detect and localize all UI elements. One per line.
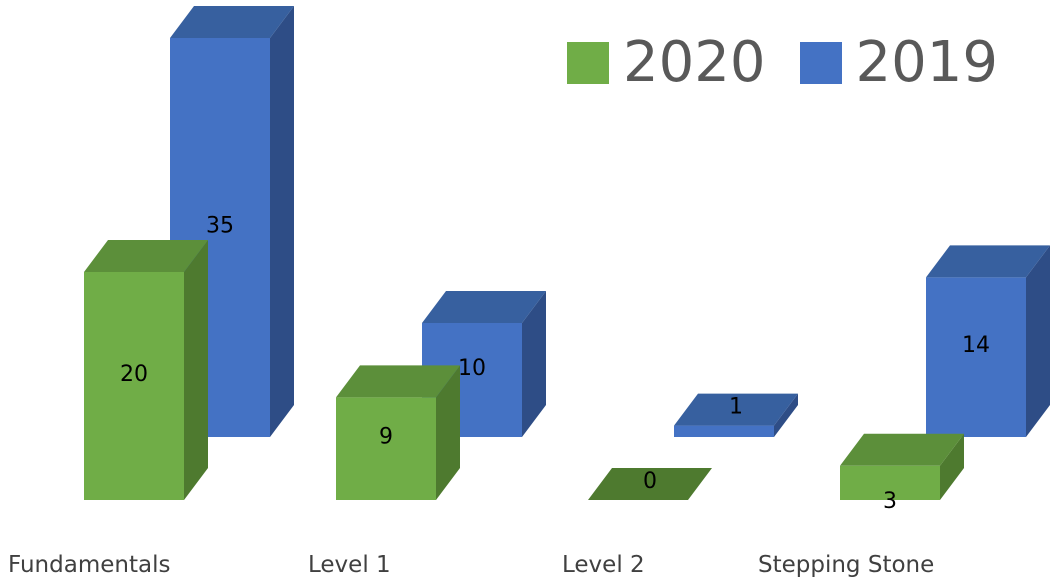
legend-label-2019: 2019 <box>855 30 999 95</box>
bar-2019-stepping-stone <box>926 245 1050 437</box>
legend-item-2019: 2019 <box>799 30 999 95</box>
bar-2020-level-1 <box>336 365 460 500</box>
data-label-2019-fundamentals: 35 <box>206 214 234 239</box>
data-label-2020-fundamentals: 20 <box>120 362 148 387</box>
category-label-stepping-stone: Stepping Stone <box>758 552 934 578</box>
bar-2020-level-2 <box>588 468 712 500</box>
legend-label-2020: 2020 <box>623 30 766 95</box>
data-label-2020-level-1: 9 <box>379 425 393 450</box>
category-label-level-1: Level 1 <box>308 552 391 578</box>
data-label-2020-stepping-stone: 3 <box>883 489 897 514</box>
data-label-2019-level-1: 10 <box>458 356 486 381</box>
data-label-2019-level-2: 1 <box>729 395 743 420</box>
bar-2020-fundamentals <box>84 240 208 500</box>
bar-2019-fundamentals <box>170 6 294 437</box>
legend-swatch-2019 <box>799 41 842 84</box>
bar-2020-stepping-stone <box>840 433 964 500</box>
legend: 2020 2019 <box>567 30 1032 95</box>
data-label-2020-level-2: 0 <box>643 469 657 494</box>
category-label-level-2: Level 2 <box>562 552 645 578</box>
bar-2019-level-2 <box>674 393 798 437</box>
data-label-2019-stepping-stone: 14 <box>962 333 990 358</box>
category-label-fundamentals: Fundamentals <box>8 552 170 578</box>
legend-item-2020: 2020 <box>567 30 766 95</box>
legend-swatch-2020 <box>567 41 609 84</box>
